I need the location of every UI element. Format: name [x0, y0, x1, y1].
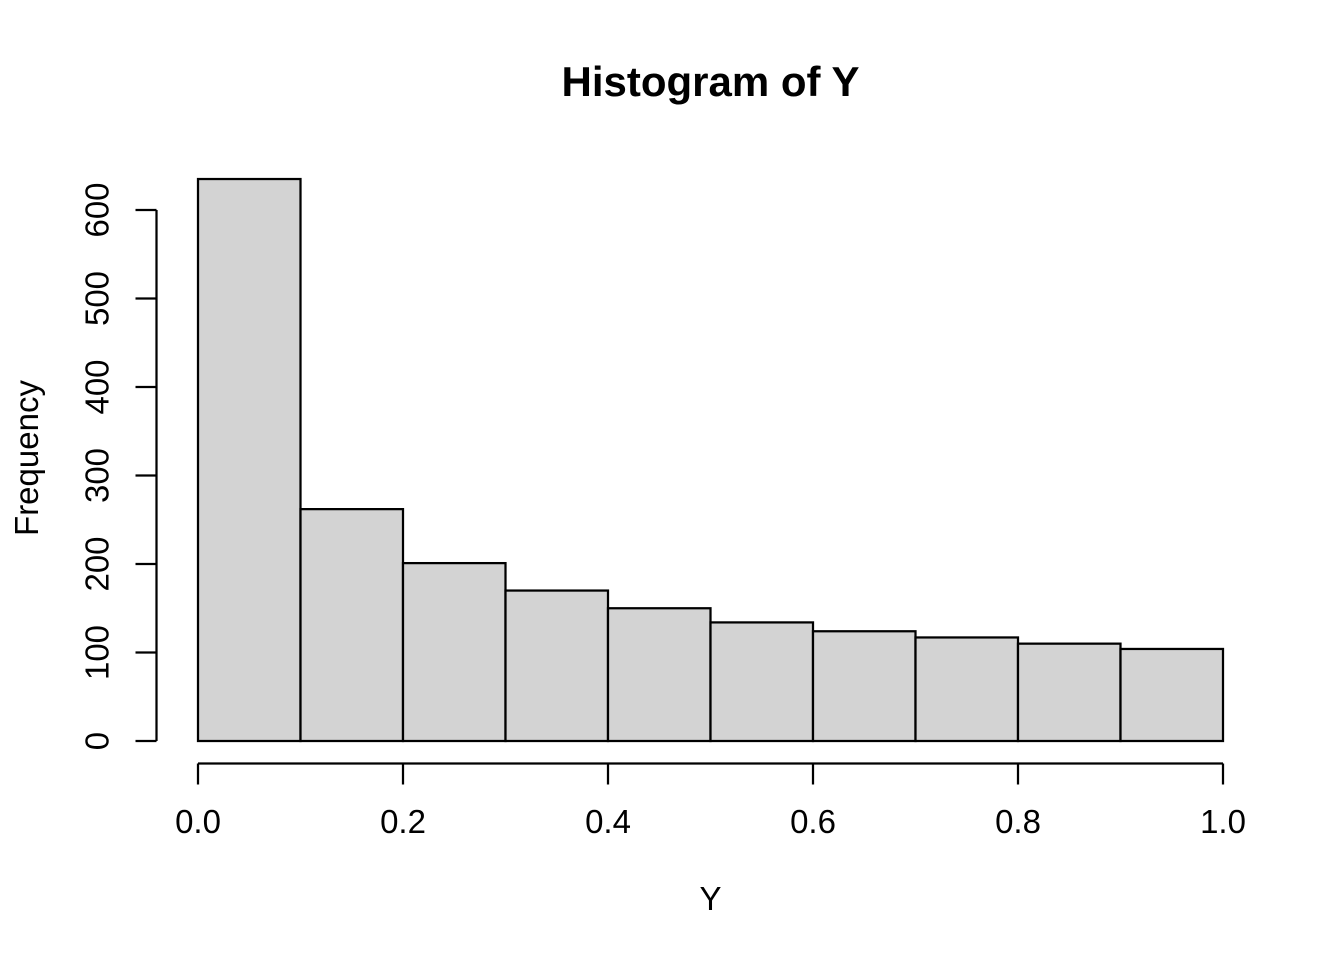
y-tick-label: 600: [79, 182, 116, 237]
histogram-bar: [504, 589, 610, 743]
histogram-bar: [1016, 642, 1122, 743]
x-axis: 0.0 0.2 0.4 0.6 0.8 1.0: [175, 762, 1246, 840]
histogram-bar: [606, 607, 712, 743]
y-axis: 0 100 200 300 400 500 600: [79, 182, 158, 750]
histogram-bar: [709, 621, 815, 743]
y-tick-label: 400: [79, 359, 116, 414]
histogram-bar: [811, 630, 917, 743]
histogram-bar: [196, 177, 302, 743]
y-tick-label: 0: [79, 732, 116, 750]
x-tick-label: 1.0: [1200, 803, 1246, 840]
histogram-bar: [299, 508, 405, 743]
x-tick-label: 0.8: [995, 803, 1041, 840]
y-tick-label: 300: [79, 448, 116, 503]
x-tick-label: 0.6: [790, 803, 836, 840]
chart-title: Histogram of Y: [561, 58, 860, 105]
x-tick-label: 0.4: [585, 803, 631, 840]
x-tick-label: 0.0: [175, 803, 221, 840]
y-tick-label: 100: [79, 625, 116, 680]
histogram-bar: [401, 561, 507, 743]
y-tick-label: 200: [79, 536, 116, 591]
bars-group: [196, 177, 1225, 743]
y-tick-label: 500: [79, 271, 116, 326]
histogram-bar: [1119, 647, 1225, 743]
x-axis-label: Y: [699, 880, 722, 917]
histogram-bar: [914, 636, 1020, 743]
x-tick-label: 0.2: [380, 803, 426, 840]
